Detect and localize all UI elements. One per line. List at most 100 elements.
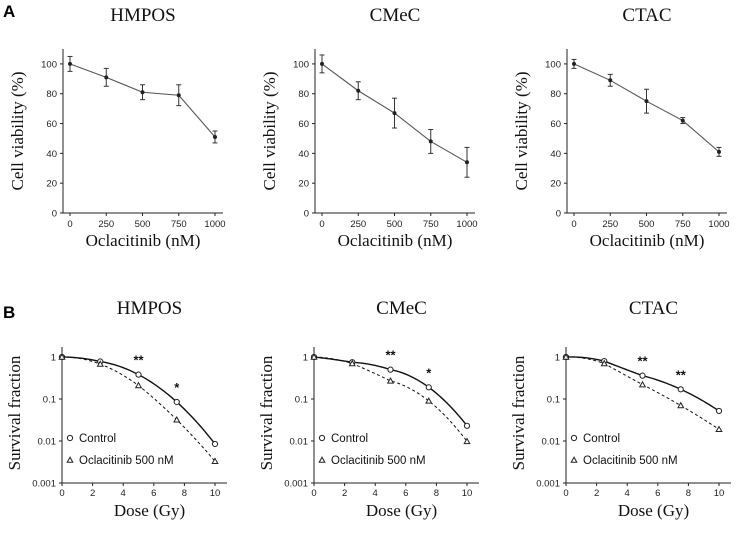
x-tick-label: 0 [563, 488, 568, 499]
data-point-oclacitinib [463, 437, 471, 445]
y-tick-label: 0.001 [536, 479, 560, 490]
y-axis-title: Cell viability (%) [260, 72, 279, 191]
y-tick-label: 20 [298, 179, 309, 190]
y-tick-label: 0.1 [295, 395, 308, 406]
data-point-viability [680, 118, 685, 123]
x-tick-label: 0 [571, 219, 576, 230]
y-axis-title: Survival fraction [5, 355, 24, 470]
data-point-viability [428, 139, 433, 144]
y-tick-label: 0.1 [43, 395, 56, 406]
x-tick-label: 0 [59, 488, 64, 499]
x-tick-label: 750 [675, 219, 691, 230]
data-point-control [639, 372, 646, 379]
legend-label-control: Control [331, 433, 368, 445]
y-tick-label: 20 [550, 179, 561, 190]
x-axis-title: Dose (Gy) [366, 501, 437, 520]
significance-marker: * [426, 365, 432, 380]
x-tick-label: 2 [342, 488, 347, 499]
x-tick-label: 6 [151, 488, 156, 499]
legend-label-oclacitinib: Oclacitinib 500 nM [583, 455, 678, 467]
x-tick-label: 250 [350, 219, 366, 230]
y-tick-label: 0.01 [290, 437, 309, 448]
legend-marker-control [318, 434, 326, 442]
x-tick-label: 10 [210, 488, 221, 499]
y-tick-label: 80 [46, 89, 57, 100]
data-point-viability [465, 160, 469, 165]
y-axis-title: Survival fraction [257, 355, 276, 470]
y-tick-label: 40 [550, 149, 561, 160]
y-tick-label: 60 [46, 119, 57, 130]
x-tick-label: 2 [594, 488, 599, 499]
data-point-oclacitinib [211, 457, 219, 464]
y-tick-label: 80 [550, 89, 561, 100]
data-point-viability [140, 90, 145, 95]
x-tick-label: 750 [171, 219, 187, 230]
data-point-viability [104, 75, 109, 80]
data-point-oclacitinib [134, 381, 143, 389]
x-tick-label: 0 [319, 219, 324, 230]
data-point-control [677, 386, 684, 393]
x-tick-label: 1000 [456, 219, 477, 230]
y-tick-label: 100 [41, 59, 57, 70]
x-tick-label: 0 [311, 488, 316, 499]
data-point-oclacitinib [425, 397, 433, 404]
x-tick-label: 8 [434, 488, 439, 499]
data-point-oclacitinib [638, 380, 647, 388]
data-point-viability [717, 149, 721, 154]
chart-title: CMeC [376, 298, 427, 319]
data-point-oclacitinib [715, 425, 723, 433]
y-tick-label: 1 [303, 353, 308, 364]
x-tick-label: 500 [135, 219, 151, 230]
y-axis-title: Cell viability (%) [8, 72, 27, 191]
x-tick-label: 250 [602, 219, 618, 230]
series-line-viability [69, 63, 216, 138]
legend-marker-oclacitinib [66, 456, 74, 463]
y-tick-label: 0.01 [38, 437, 57, 448]
y-tick-label: 80 [298, 89, 309, 100]
x-tick-label: 0 [67, 219, 72, 230]
data-point-oclacitinib [348, 359, 356, 367]
y-tick-label: 0.001 [32, 479, 56, 490]
data-point-viability [608, 78, 613, 83]
x-axis-title: Oclacitinib (nM) [338, 231, 453, 250]
data-point-oclacitinib [600, 359, 608, 367]
y-tick-label: 20 [46, 179, 57, 190]
x-tick-label: 750 [423, 219, 439, 230]
y-tick-label: 60 [550, 119, 561, 130]
y-axis-title: Survival fraction [509, 355, 528, 470]
x-tick-label: 500 [639, 219, 655, 230]
data-point-viability [320, 61, 324, 66]
y-tick-label: 100 [293, 59, 309, 70]
fit-curve-control [61, 356, 216, 445]
legend-marker-oclacitinib [570, 456, 578, 463]
y-tick-label: 1 [51, 353, 56, 364]
x-axis-title: Oclacitinib (nM) [86, 231, 201, 250]
data-point-oclacitinib [677, 401, 685, 409]
legend-label-control: Control [79, 433, 116, 445]
panel-label-b: B [3, 303, 15, 322]
significance-marker: ** [676, 367, 687, 382]
x-axis-title: Oclacitinib (nM) [590, 231, 705, 250]
x-tick-label: 500 [387, 219, 403, 230]
x-axis-title: Dose (Gy) [114, 501, 185, 520]
data-point-oclacitinib [173, 415, 181, 423]
chart-title: CTAC [622, 5, 671, 26]
y-tick-label: 0.001 [284, 479, 308, 490]
chart-title: HMPOS [110, 5, 175, 26]
x-tick-label: 1000 [204, 219, 225, 230]
data-point-oclacitinib [310, 353, 318, 360]
x-tick-label: 10 [714, 488, 725, 499]
x-tick-label: 250 [98, 219, 114, 230]
data-point-oclacitinib [386, 377, 395, 384]
y-axis-title: Cell viability (%) [512, 72, 531, 191]
y-tick-label: 0.01 [542, 437, 561, 448]
y-tick-label: 1 [555, 353, 560, 364]
y-tick-label: 0 [304, 209, 309, 220]
panel-label-a: A [3, 2, 15, 21]
chart-title: HMPOS [117, 298, 182, 319]
data-point-viability [68, 61, 72, 66]
